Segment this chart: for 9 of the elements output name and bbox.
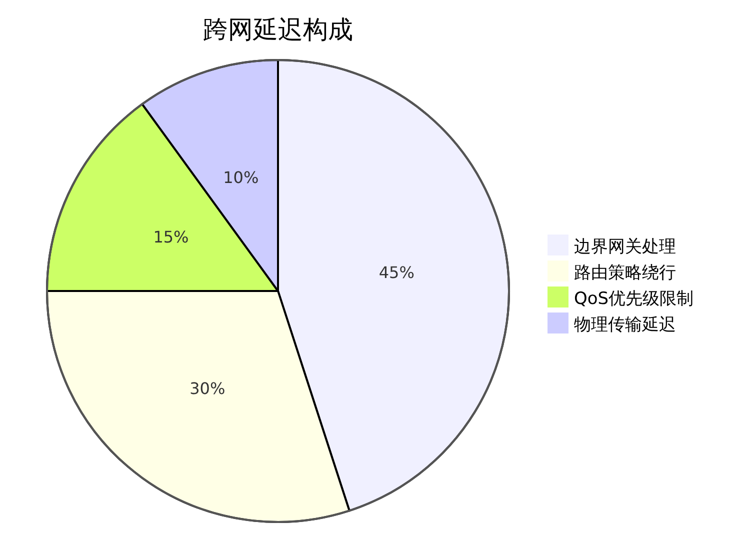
legend-label: QoS优先级限制 — [574, 289, 694, 309]
data-label: 30% — [190, 379, 226, 398]
legend-label: 路由策略绕行 — [574, 263, 676, 283]
chart-title: 跨网延迟构成 — [203, 15, 353, 44]
data-label: 15% — [153, 227, 189, 246]
data-label: 45% — [378, 263, 414, 282]
legend-label: 物理传输延迟 — [574, 315, 676, 335]
slice-label: 边界网关处理 — [574, 237, 676, 257]
data-label: 10% — [223, 168, 259, 187]
